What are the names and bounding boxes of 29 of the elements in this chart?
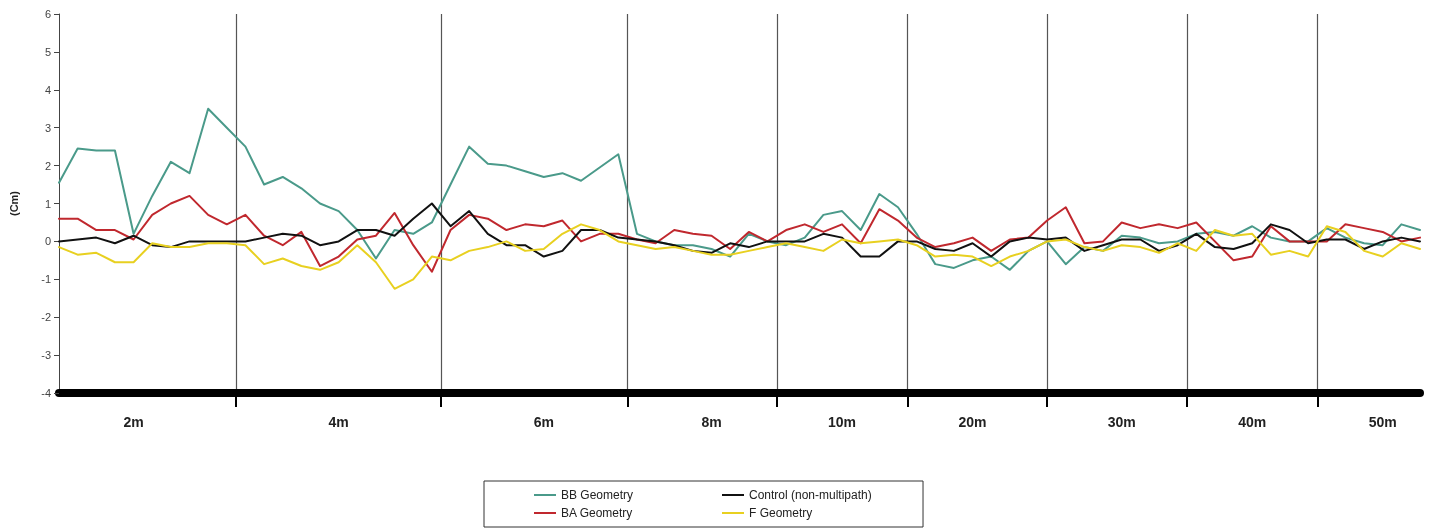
x-tick-label: 10m <box>828 414 857 430</box>
legend-label: BB Geometry <box>561 488 634 502</box>
y-tick-label: -3 <box>41 349 51 362</box>
line-series <box>58 194 1421 273</box>
x-tick-label: 2m <box>123 414 144 430</box>
legend-label: F Geometry <box>749 506 813 520</box>
legend-label: BA Geometry <box>561 506 633 520</box>
x-tick-label: 50m <box>1368 414 1397 430</box>
x-tick-label: 40m <box>1238 414 1267 430</box>
line-series <box>58 223 1421 290</box>
y-tick-label: -4 <box>41 387 51 399</box>
y-tick-label: 0 <box>44 235 51 248</box>
x-tick-label: 4m <box>328 414 349 430</box>
y-tick-label: -2 <box>41 311 51 324</box>
x-tick-label: 20m <box>958 414 987 430</box>
x-tick-label: 8m <box>701 414 722 430</box>
y-axis-title: (Cm) <box>7 190 20 217</box>
y-tick-label: 2 <box>44 159 51 172</box>
line-series <box>58 107 1421 271</box>
x-tick-label: 30m <box>1107 414 1136 430</box>
legend-label: Control (non-multipath) <box>749 488 872 502</box>
y-tick-label: 6 <box>44 8 51 20</box>
y-tick-label: 5 <box>44 45 51 58</box>
y-tick-label: -1 <box>41 273 51 286</box>
line-series <box>58 202 1421 258</box>
y-tick-label: 3 <box>44 121 51 134</box>
x-tick-label: 6m <box>533 414 554 430</box>
y-tick-label: 1 <box>44 197 51 210</box>
y-tick-label: 4 <box>44 83 51 96</box>
